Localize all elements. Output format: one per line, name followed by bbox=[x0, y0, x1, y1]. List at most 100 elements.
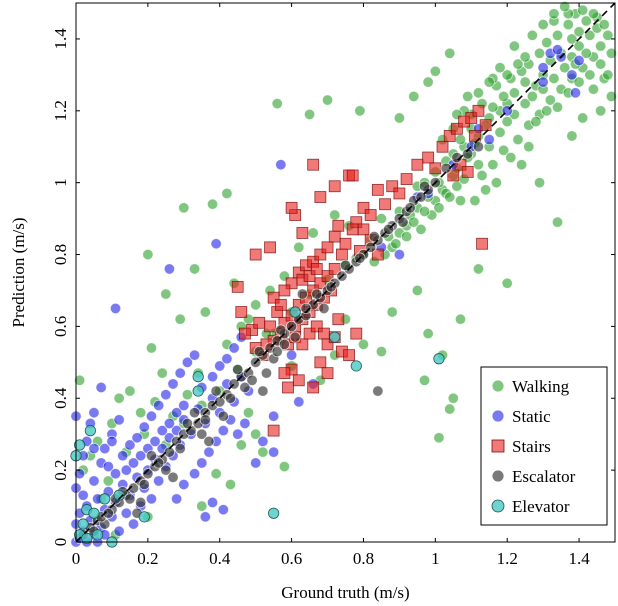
escalator-point bbox=[296, 288, 308, 300]
stairs-point bbox=[274, 298, 287, 311]
legend-marker-escalator bbox=[491, 469, 505, 483]
escalator-point bbox=[451, 151, 463, 164]
walking-point bbox=[551, 101, 564, 113]
static-point bbox=[106, 435, 118, 447]
escalator-point bbox=[271, 345, 283, 358]
stairs-point bbox=[429, 162, 442, 175]
walking-point bbox=[454, 313, 467, 325]
escalator-point bbox=[163, 446, 176, 458]
walking-point bbox=[566, 33, 578, 45]
walking-point bbox=[454, 195, 467, 207]
walking-point bbox=[415, 223, 427, 235]
walking-point bbox=[124, 385, 136, 397]
elevator-point bbox=[73, 439, 86, 451]
stairs-point bbox=[443, 130, 456, 142]
x-tick-label: 1.2 bbox=[497, 549, 518, 568]
walking-point bbox=[472, 87, 485, 99]
legend-label-elevator: Elevator bbox=[512, 497, 570, 516]
walking-point bbox=[508, 40, 520, 52]
escalator-point bbox=[418, 180, 431, 192]
stairs-point bbox=[282, 381, 294, 394]
walking-point bbox=[512, 58, 524, 70]
static-point bbox=[149, 435, 161, 447]
walking-point bbox=[580, 47, 592, 59]
walking-point bbox=[501, 277, 513, 289]
stairs-point bbox=[461, 165, 474, 178]
static-point bbox=[117, 450, 129, 462]
walking-point bbox=[400, 230, 413, 243]
walking-point bbox=[584, 69, 596, 81]
elevator-point bbox=[84, 425, 96, 437]
y-tick-label: 0.6 bbox=[51, 316, 70, 337]
walking-point bbox=[533, 47, 546, 59]
escalator-point bbox=[311, 288, 323, 300]
y-tick-label: 1 bbox=[51, 178, 70, 187]
stairs-point bbox=[264, 320, 276, 333]
walking-point bbox=[113, 392, 125, 404]
escalator-point bbox=[472, 141, 485, 153]
walking-point bbox=[595, 58, 607, 70]
static-point bbox=[285, 349, 298, 361]
stairs-point bbox=[321, 241, 334, 254]
walking-point bbox=[476, 169, 488, 182]
escalator-point bbox=[246, 374, 258, 386]
escalator-point bbox=[181, 417, 193, 430]
stairs-point bbox=[386, 180, 399, 193]
static-point bbox=[393, 248, 405, 261]
walking-point bbox=[490, 177, 503, 189]
stairs-point bbox=[278, 284, 291, 297]
walking-point bbox=[447, 392, 459, 404]
elevator-point bbox=[433, 353, 445, 365]
plot-frame bbox=[75, 2, 616, 543]
stairs-point bbox=[314, 191, 327, 203]
walking-point bbox=[433, 432, 445, 444]
stairs-point bbox=[267, 424, 280, 437]
escalator-point bbox=[135, 496, 147, 509]
stairs-point bbox=[350, 327, 363, 340]
y-tick-label: 0.2 bbox=[51, 460, 70, 481]
static-point bbox=[203, 446, 215, 458]
x-tick-label: 0.2 bbox=[137, 549, 158, 568]
walking-point bbox=[580, 15, 592, 27]
walking-point bbox=[587, 8, 600, 20]
walking-point bbox=[505, 151, 517, 164]
stairs-point bbox=[328, 230, 341, 243]
walking-point bbox=[418, 374, 431, 386]
static-point bbox=[109, 302, 122, 315]
walking-point bbox=[303, 108, 316, 120]
static-point bbox=[566, 69, 578, 81]
static-point bbox=[124, 439, 136, 451]
walking-point bbox=[390, 238, 402, 250]
static-point bbox=[206, 371, 219, 383]
stairs-point bbox=[332, 219, 345, 232]
static-point bbox=[293, 396, 305, 408]
static-point bbox=[188, 468, 201, 480]
walking-point bbox=[595, 105, 607, 117]
walking-point bbox=[508, 87, 520, 99]
escalator-point bbox=[289, 331, 301, 343]
walking-point bbox=[174, 313, 186, 325]
stairs-point bbox=[292, 374, 305, 387]
x-tick-label: 0 bbox=[72, 549, 81, 568]
static-point bbox=[178, 478, 190, 491]
static-point bbox=[127, 457, 140, 469]
static-point bbox=[221, 353, 233, 365]
stairs-point bbox=[371, 183, 384, 196]
escalator-point bbox=[217, 410, 229, 422]
walking-point bbox=[250, 428, 262, 440]
legend-marker-static bbox=[491, 409, 505, 423]
walking-point bbox=[598, 18, 610, 31]
stairs-point bbox=[343, 349, 355, 362]
escalator-point bbox=[214, 396, 226, 408]
walking-point bbox=[533, 177, 546, 189]
static-point bbox=[95, 381, 107, 394]
static-point bbox=[268, 410, 280, 422]
walking-point bbox=[429, 65, 441, 77]
walking-point bbox=[250, 299, 262, 311]
legend-label-walking: Walking bbox=[512, 377, 570, 396]
static-point bbox=[88, 407, 100, 419]
walking-point bbox=[566, 130, 578, 142]
static-point bbox=[217, 425, 229, 437]
walking-point bbox=[408, 216, 420, 228]
walking-point bbox=[541, 36, 553, 49]
